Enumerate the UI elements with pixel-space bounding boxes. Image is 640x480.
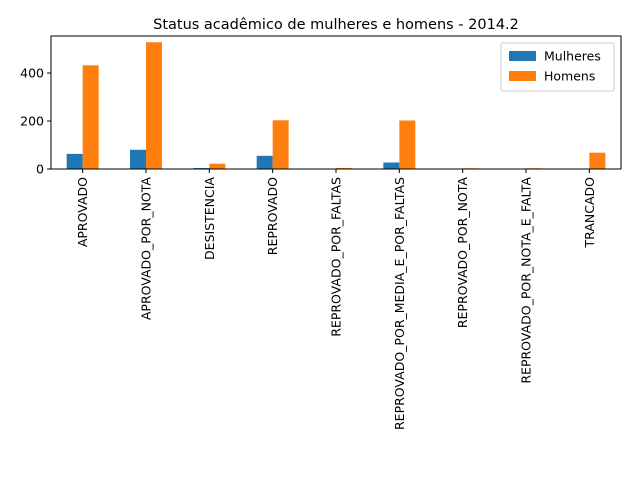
x-axis: APROVADO APROVADO_POR_NOTA DESISTENCIA REPR…	[75, 169, 597, 430]
y-tick-label: 0	[36, 162, 44, 177]
bar-mulheres-3	[256, 155, 273, 169]
legend-swatch-homens	[509, 71, 536, 81]
bar-homens-8	[589, 152, 606, 169]
legend-label-mulheres: Mulheres	[544, 49, 601, 64]
x-tick-label: APROVADO	[75, 177, 90, 247]
bar-homens-1	[146, 42, 162, 169]
bar-mulheres-1	[130, 149, 146, 169]
x-tick-label: APROVADO_POR_NOTA	[139, 177, 154, 321]
bar-mulheres-0	[66, 153, 83, 169]
bar-homens-2	[209, 163, 226, 169]
bar-homens-3	[272, 120, 289, 169]
chart-title: Status acadêmico de mulheres e homens - …	[153, 17, 519, 33]
x-tick-label: REPROVADO_POR_FALTAS	[329, 177, 344, 337]
x-tick-label: REPROVADO_POR_NOTA	[455, 177, 470, 329]
legend: Mulheres Homens	[500, 42, 615, 92]
x-tick-label: DESISTENCIA	[202, 177, 217, 260]
y-tick-label: 400	[20, 65, 44, 80]
y-tick-label: 200	[20, 113, 44, 128]
legend-swatch-mulheres	[509, 51, 536, 61]
x-tick-label: REPROVADO	[265, 177, 280, 255]
x-tick-label: REPROVADO_POR_MEDIA_E_POR_FALTAS	[392, 177, 407, 430]
x-tick-label: REPROVADO_POR_NOTA_E_FALTA	[519, 177, 534, 384]
y-axis: 0 200 400	[20, 65, 51, 177]
bar-homens-0	[82, 65, 99, 169]
bar-homens-5	[399, 120, 416, 169]
bar-mulheres-5	[383, 162, 400, 169]
legend-label-homens: Homens	[544, 69, 595, 84]
x-tick-label: TRANCADO	[582, 177, 597, 249]
